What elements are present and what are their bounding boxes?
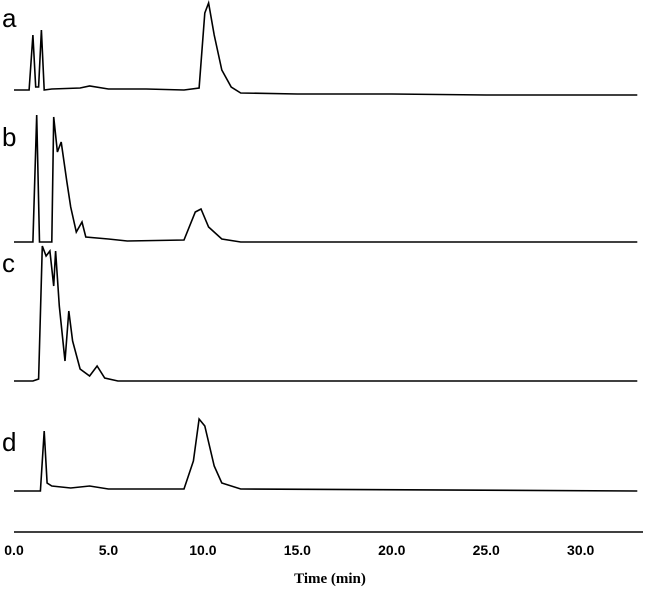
x-tick-label: 0.0 <box>4 542 24 558</box>
trace-label: b <box>2 122 16 152</box>
trace-label: c <box>2 248 15 278</box>
trace <box>14 114 638 243</box>
trace-label: d <box>2 427 16 457</box>
x-tick-label: 5.0 <box>99 542 119 558</box>
trace <box>14 0 638 96</box>
x-tick-label: 15.0 <box>284 542 311 558</box>
trace <box>14 245 638 382</box>
x-tick-label: 10.0 <box>189 542 216 558</box>
x-tick-label: 30.0 <box>567 542 594 558</box>
x-tick-label: 25.0 <box>473 542 500 558</box>
x-tick-label: 20.0 <box>378 542 405 558</box>
trace-label: a <box>2 3 17 33</box>
trace <box>14 417 638 492</box>
x-axis-label: Time (min) <box>294 571 366 587</box>
